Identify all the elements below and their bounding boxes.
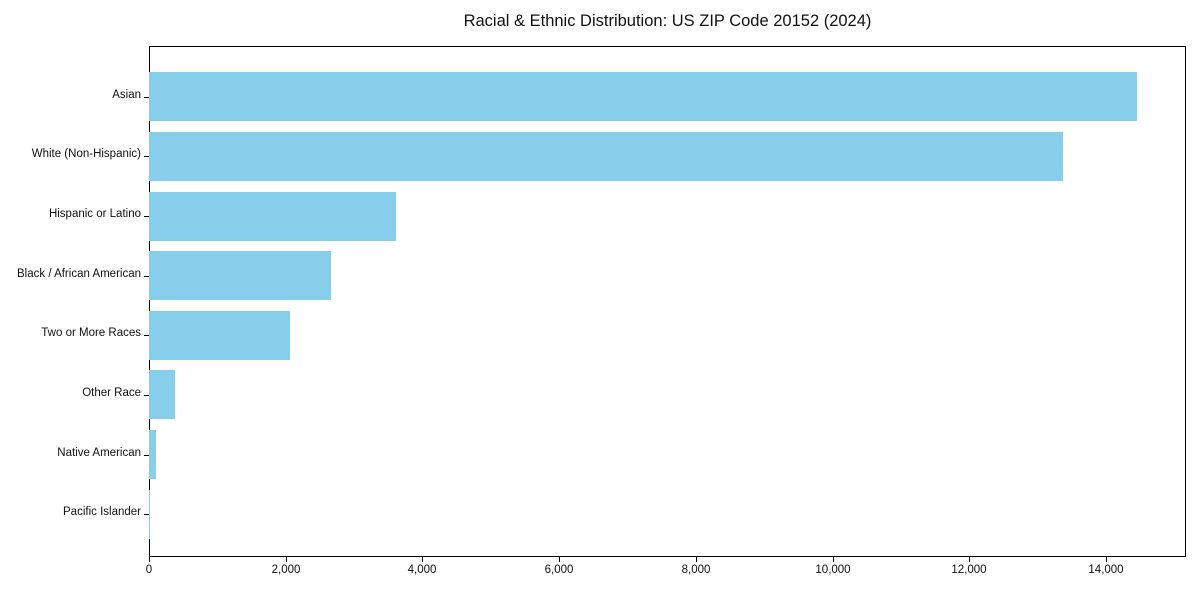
x-tick-label: 8,000 <box>681 564 711 576</box>
x-tick-label: 10,000 <box>815 564 851 576</box>
category-label: Two or More Races <box>41 327 141 340</box>
bar-white-non-hispanic <box>149 131 1063 181</box>
y-tick-mark <box>144 335 149 336</box>
y-tick-mark <box>144 514 149 515</box>
x-tick-mark <box>1106 557 1107 562</box>
x-tick-label: 0 <box>145 564 153 576</box>
bar-pacific-islander <box>149 489 151 539</box>
plot-area <box>149 46 1186 557</box>
category-label: White (Non-Hispanic) <box>31 148 141 161</box>
y-tick-mark <box>144 156 149 157</box>
y-tick-mark <box>144 97 149 98</box>
bar-native-american <box>149 430 156 480</box>
category-label: Other Race <box>82 386 141 399</box>
x-tick-label: 2,000 <box>271 564 301 576</box>
x-tick-mark <box>559 557 560 562</box>
x-tick-mark <box>833 557 834 562</box>
category-label: Hispanic or Latino <box>48 208 141 221</box>
x-tick-label: 4,000 <box>407 564 437 576</box>
x-tick-mark <box>149 557 150 562</box>
bar-asian <box>149 72 1137 122</box>
bar-hispanic-or-latino <box>149 191 397 241</box>
y-tick-mark <box>144 455 149 456</box>
x-tick-mark <box>422 557 423 562</box>
x-tick-label: 12,000 <box>951 564 987 576</box>
category-label: Black / African American <box>17 267 141 280</box>
x-tick-mark <box>696 557 697 562</box>
bar-black-african-american <box>149 251 331 301</box>
chart-title: Racial & Ethnic Distribution: US ZIP Cod… <box>463 12 872 30</box>
category-label: Asian <box>112 88 141 101</box>
y-tick-mark <box>144 216 149 217</box>
bar-two-or-more-races <box>149 310 290 360</box>
x-tick-label: 6,000 <box>544 564 574 576</box>
x-tick-mark <box>969 557 970 562</box>
bar-other-race <box>149 370 175 420</box>
y-tick-mark <box>144 395 149 396</box>
category-label: Pacific Islander <box>63 506 141 519</box>
category-label: Native American <box>57 446 141 459</box>
y-tick-mark <box>144 276 149 277</box>
x-tick-mark <box>286 557 287 562</box>
x-tick-label: 14,000 <box>1088 564 1124 576</box>
